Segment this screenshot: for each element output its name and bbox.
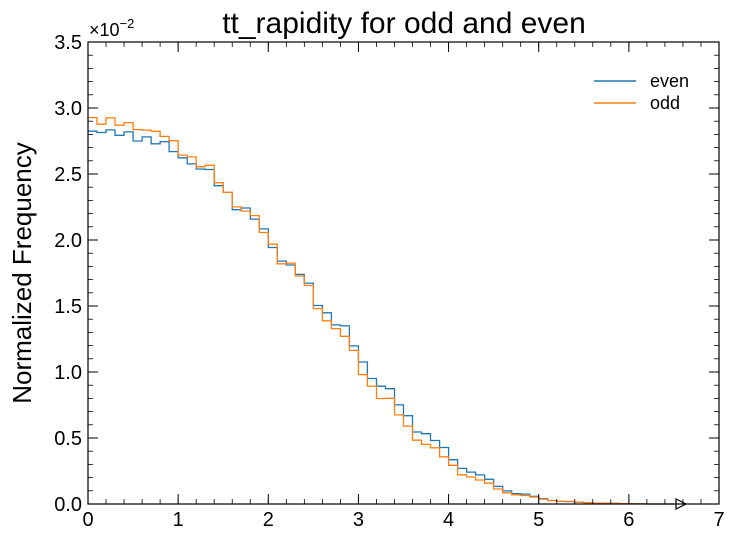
x-tick-label: 2 [263, 509, 274, 531]
overflow-arrow-icon [675, 498, 688, 510]
x-tick-label: 1 [173, 509, 184, 531]
y-tick-label: 3.5 [54, 32, 82, 54]
y-tick-label: 0.5 [54, 428, 82, 450]
y-tick-label: 0.0 [54, 494, 82, 516]
y-tick-label: 2.5 [54, 164, 82, 186]
y-tick-label: 3.0 [54, 98, 82, 120]
y-exponent-power: −2 [120, 16, 135, 31]
y-exponent-label: ×10−2 [89, 16, 134, 40]
y-axis-label: Normalized Frequency [7, 142, 37, 404]
plot-frame [87, 41, 720, 505]
x-tick-label: 4 [443, 509, 454, 531]
x-tick-label: 6 [623, 509, 634, 531]
y-tick-label: 2.0 [54, 230, 82, 252]
y-tick-label: 1.0 [54, 362, 82, 384]
chart-title: tt_rapidity for odd and even [222, 7, 586, 40]
x-tick-label: 7 [713, 509, 724, 531]
legend-label-odd: odd [650, 93, 680, 113]
series-line-even [88, 129, 674, 505]
series-line-odd [88, 116, 674, 505]
y-exponent-base: ×10 [89, 20, 120, 40]
x-tick-label: 5 [533, 509, 544, 531]
x-tick-label: 3 [353, 509, 364, 531]
y-axis: 0.0 0.5 1.0 1.5 2.0 2.5 3.0 3.5 [54, 32, 719, 516]
y-tick-label: 1.5 [54, 296, 82, 318]
x-tick-label: 0 [82, 509, 93, 531]
plot-area [88, 116, 674, 505]
x-axis: 0 1 2 3 4 5 6 7 [82, 42, 725, 531]
legend-label-even: even [650, 71, 689, 91]
